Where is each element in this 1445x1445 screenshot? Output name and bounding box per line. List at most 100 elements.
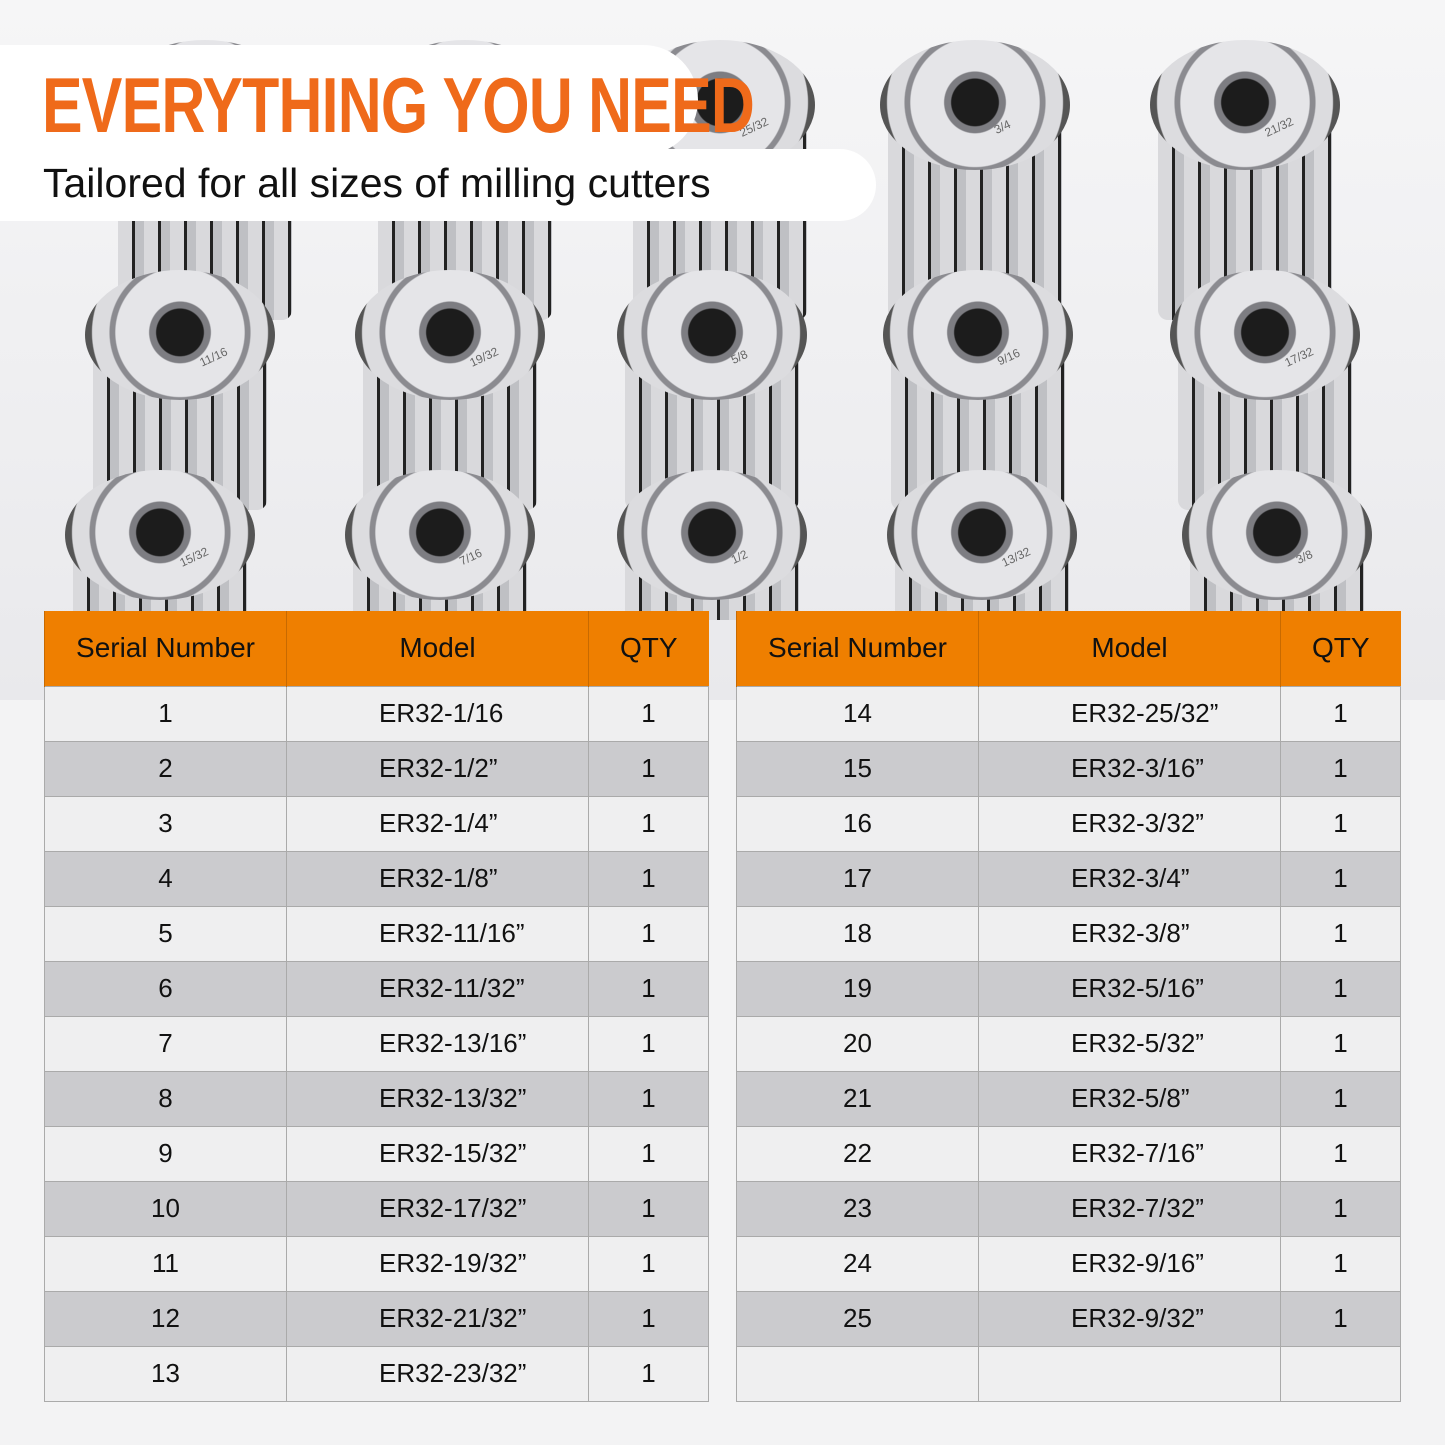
parts-table-left: Serial Number Model QTY 1 ER32-1/16 1 2 ER32… bbox=[44, 611, 709, 1402]
table-row: 18 ER32-3/8” 1 bbox=[736, 905, 1401, 962]
cell-model: ER32-1/4” bbox=[286, 795, 589, 852]
table-row: 19 ER32-5/16” 1 bbox=[736, 960, 1401, 1017]
table-row: 1 ER32-1/16 1 bbox=[44, 685, 709, 742]
cell-model: ER32-17/32” bbox=[286, 1180, 589, 1237]
cell-qty: 1 bbox=[1280, 1015, 1401, 1072]
cell-serial: 13 bbox=[44, 1345, 287, 1402]
cell-qty: 1 bbox=[588, 1125, 709, 1182]
cell-serial: 14 bbox=[736, 685, 979, 742]
cell-model: ER32-19/32” bbox=[286, 1235, 589, 1292]
parts-table-right: Serial Number Model QTY 14 ER32-25/32” 1 15… bbox=[736, 611, 1401, 1402]
cell-serial: 6 bbox=[44, 960, 287, 1017]
cell-qty: 1 bbox=[588, 1070, 709, 1127]
collet-top bbox=[887, 470, 1077, 600]
table-row: 9 ER32-15/32” 1 bbox=[44, 1125, 709, 1182]
cell-model: ER32-3/32” bbox=[978, 795, 1281, 852]
cell-qty: 1 bbox=[588, 905, 709, 962]
cell-model: ER32-5/8” bbox=[978, 1070, 1281, 1127]
cell-qty: 1 bbox=[1280, 960, 1401, 1017]
cell-model: ER32-9/16” bbox=[978, 1235, 1281, 1292]
cell-serial: 19 bbox=[736, 960, 979, 1017]
cell-model: ER32-13/32” bbox=[286, 1070, 589, 1127]
table-row: 4 ER32-1/8” 1 bbox=[44, 850, 709, 907]
cell-qty bbox=[1280, 1345, 1401, 1402]
table-row: 12 ER32-21/32” 1 bbox=[44, 1290, 709, 1347]
cell-serial: 1 bbox=[44, 685, 287, 742]
cell-serial: 24 bbox=[736, 1235, 979, 1292]
table-row: 15 ER32-3/16” 1 bbox=[736, 740, 1401, 797]
page-title: EVERYTHING YOU NEED bbox=[42, 61, 755, 149]
collet: 7/16 bbox=[345, 470, 535, 620]
cell-model: ER32-11/16” bbox=[286, 905, 589, 962]
cell-serial: 2 bbox=[44, 740, 287, 797]
table-row: 11 ER32-19/32” 1 bbox=[44, 1235, 709, 1292]
cell-serial: 12 bbox=[44, 1290, 287, 1347]
collet-top bbox=[355, 270, 545, 400]
cell-model: ER32-25/32” bbox=[978, 685, 1281, 742]
cell-serial: 11 bbox=[44, 1235, 287, 1292]
table-row: 21 ER32-5/8” 1 bbox=[736, 1070, 1401, 1127]
table-row: 2 ER32-1/2” 1 bbox=[44, 740, 709, 797]
table-row: 13 ER32-23/32” 1 bbox=[44, 1345, 709, 1402]
cell-qty: 1 bbox=[588, 1235, 709, 1292]
cell-serial: 8 bbox=[44, 1070, 287, 1127]
table-row: 25 ER32-9/32” 1 bbox=[736, 1290, 1401, 1347]
table-row: 10 ER32-17/32” 1 bbox=[44, 1180, 709, 1237]
cell-qty: 1 bbox=[1280, 1290, 1401, 1347]
cell-model: ER32-11/32” bbox=[286, 960, 589, 1017]
cell-serial: 16 bbox=[736, 795, 979, 852]
cell-qty: 1 bbox=[1280, 685, 1401, 742]
header-serial: Serial Number bbox=[44, 611, 287, 686]
cell-qty: 1 bbox=[1280, 1235, 1401, 1292]
cell-qty: 1 bbox=[1280, 1125, 1401, 1182]
cell-model: ER32-9/32” bbox=[978, 1290, 1281, 1347]
cell-qty: 1 bbox=[588, 1015, 709, 1072]
cell-qty: 1 bbox=[588, 960, 709, 1017]
collet: 19/32 bbox=[355, 270, 545, 510]
title-banner bbox=[0, 45, 698, 155]
cell-qty: 1 bbox=[588, 1345, 709, 1402]
cell-serial: 18 bbox=[736, 905, 979, 962]
cell-qty: 1 bbox=[1280, 795, 1401, 852]
cell-model: ER32-13/16” bbox=[286, 1015, 589, 1072]
collet-top bbox=[1150, 40, 1340, 170]
cell-qty: 1 bbox=[588, 1290, 709, 1347]
cell-model: ER32-3/16” bbox=[978, 740, 1281, 797]
cell-qty: 1 bbox=[1280, 740, 1401, 797]
cell-serial: 3 bbox=[44, 795, 287, 852]
cell-qty: 1 bbox=[588, 850, 709, 907]
cell-serial bbox=[736, 1345, 979, 1402]
table-row: 17 ER32-3/4” 1 bbox=[736, 850, 1401, 907]
cell-model: ER32-3/8” bbox=[978, 905, 1281, 962]
collet: 15/32 bbox=[65, 470, 255, 620]
cell-model: ER32-5/16” bbox=[978, 960, 1281, 1017]
cell-serial: 25 bbox=[736, 1290, 979, 1347]
collet: 5/8 bbox=[617, 270, 807, 510]
cell-serial: 4 bbox=[44, 850, 287, 907]
collet-top bbox=[617, 470, 807, 600]
collet-top bbox=[65, 470, 255, 600]
cell-model: ER32-21/32” bbox=[286, 1290, 589, 1347]
collet-top bbox=[85, 270, 275, 400]
cell-model: ER32-1/8” bbox=[286, 850, 589, 907]
cell-qty: 1 bbox=[588, 740, 709, 797]
collet: 11/16 bbox=[85, 270, 275, 510]
cell-model: ER32-15/32” bbox=[286, 1125, 589, 1182]
cell-model: ER32-7/32” bbox=[978, 1180, 1281, 1237]
collet-top bbox=[1170, 270, 1360, 400]
table-row: 5 ER32-11/16” 1 bbox=[44, 905, 709, 962]
table-row: 7 ER32-13/16” 1 bbox=[44, 1015, 709, 1072]
table-row: 16 ER32-3/32” 1 bbox=[736, 795, 1401, 852]
table-row: 3 ER32-1/4” 1 bbox=[44, 795, 709, 852]
cell-serial: 23 bbox=[736, 1180, 979, 1237]
header-model: Model bbox=[978, 611, 1281, 686]
collet-top bbox=[880, 40, 1070, 170]
header-serial: Serial Number bbox=[736, 611, 979, 686]
cell-model bbox=[978, 1345, 1281, 1402]
table-row: 22 ER32-7/16” 1 bbox=[736, 1125, 1401, 1182]
cell-serial: 21 bbox=[736, 1070, 979, 1127]
header-qty: QTY bbox=[1280, 611, 1401, 686]
subtitle-banner bbox=[0, 149, 876, 221]
table-row: 20 ER32-5/32” 1 bbox=[736, 1015, 1401, 1072]
table-row: 8 ER32-13/32” 1 bbox=[44, 1070, 709, 1127]
